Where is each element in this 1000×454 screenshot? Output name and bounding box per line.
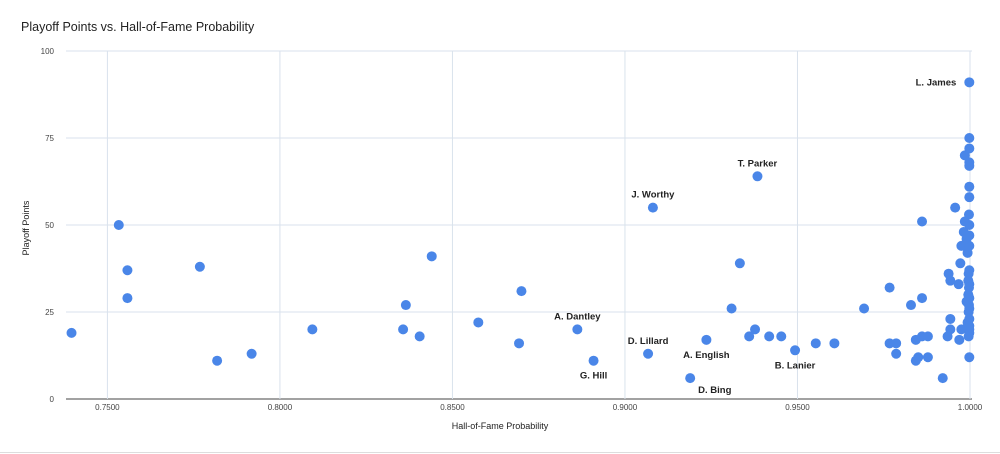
data-points bbox=[66, 77, 975, 384]
point-annotation: D. Lillard bbox=[628, 336, 669, 347]
data-point bbox=[414, 331, 425, 342]
data-point bbox=[750, 324, 761, 335]
point-annotations: L. James T. Parker J. Worthy A. Dantley D. L… bbox=[554, 77, 956, 396]
point-annotation: A. Dantley bbox=[554, 311, 601, 322]
data-point bbox=[400, 300, 411, 311]
data-point bbox=[514, 338, 525, 349]
data-point bbox=[964, 293, 975, 304]
data-point bbox=[764, 331, 775, 342]
data-point bbox=[964, 303, 975, 314]
point-annotation: J. Worthy bbox=[631, 190, 675, 201]
y-tick-label: 25 bbox=[45, 308, 54, 317]
data-point bbox=[685, 373, 696, 384]
point-annotation: A. English bbox=[683, 350, 730, 361]
data-point bbox=[884, 282, 895, 293]
x-tick-label: 0.7500 bbox=[95, 403, 120, 412]
data-point bbox=[964, 279, 975, 290]
data-point bbox=[307, 324, 318, 335]
data-point bbox=[937, 373, 948, 384]
data-point bbox=[246, 348, 257, 359]
chart-title: Playoff Points vs. Hall-of-Fame Probabil… bbox=[21, 20, 255, 34]
x-axis-label: Hall-of-Fame Probability bbox=[451, 421, 549, 431]
data-point bbox=[917, 216, 928, 227]
x-tick-label: 0.8500 bbox=[440, 403, 465, 412]
point-annotation: G. Hill bbox=[580, 371, 607, 382]
y-tick-label: 50 bbox=[45, 221, 54, 230]
data-point bbox=[891, 348, 902, 359]
point-annotation: T. Parker bbox=[738, 158, 778, 169]
data-point bbox=[917, 293, 928, 304]
data-point bbox=[572, 324, 583, 335]
data-point bbox=[905, 300, 916, 311]
y-tick-label: 100 bbox=[41, 47, 55, 56]
data-point bbox=[113, 220, 124, 230]
data-point bbox=[964, 220, 975, 230]
data-point bbox=[964, 313, 975, 324]
data-point bbox=[734, 258, 745, 269]
data-point bbox=[956, 240, 967, 251]
point-annotation: L. James bbox=[916, 77, 957, 88]
data-point bbox=[954, 334, 965, 345]
data-point bbox=[945, 275, 956, 286]
data-point bbox=[891, 338, 902, 349]
data-point bbox=[66, 327, 77, 338]
data-point bbox=[964, 181, 975, 192]
data-point bbox=[922, 352, 933, 363]
data-point bbox=[194, 261, 205, 272]
data-point bbox=[953, 279, 964, 290]
data-point bbox=[964, 265, 975, 276]
data-point bbox=[122, 265, 133, 276]
data-point bbox=[964, 327, 975, 338]
y-tick-label: 75 bbox=[45, 134, 54, 143]
data-point bbox=[810, 338, 821, 349]
y-axis-label: Playoff Points bbox=[21, 200, 31, 256]
data-point bbox=[752, 171, 763, 182]
data-point bbox=[744, 331, 755, 342]
data-point bbox=[964, 143, 975, 154]
data-point bbox=[964, 192, 975, 203]
data-point bbox=[398, 324, 409, 335]
x-tick-label: 0.9500 bbox=[785, 403, 810, 412]
axis-ticks: 0 25 50 75 100 0.7500 0.8000 0.8500 0.9000 0.9500… bbox=[41, 47, 983, 412]
data-point bbox=[643, 348, 654, 359]
data-point bbox=[859, 303, 870, 314]
data-point bbox=[588, 355, 599, 366]
data-point bbox=[964, 160, 975, 171]
data-point bbox=[790, 345, 801, 356]
data-point bbox=[516, 286, 527, 297]
data-point bbox=[956, 324, 967, 335]
x-tick-label: 1.0000 bbox=[958, 403, 983, 412]
data-point bbox=[945, 324, 956, 335]
data-point bbox=[726, 303, 737, 314]
point-annotation: D. Bing bbox=[698, 385, 731, 396]
data-point bbox=[964, 77, 975, 88]
data-point bbox=[945, 313, 956, 324]
data-point bbox=[426, 251, 437, 262]
bottom-divider bbox=[0, 452, 1000, 453]
data-point bbox=[122, 293, 133, 304]
data-point bbox=[701, 334, 712, 345]
data-point bbox=[964, 133, 975, 143]
data-point bbox=[913, 352, 924, 363]
x-tick-label: 0.8000 bbox=[268, 403, 293, 412]
data-point bbox=[955, 258, 966, 269]
data-point bbox=[964, 240, 975, 251]
data-point bbox=[950, 202, 961, 213]
data-point bbox=[964, 352, 975, 363]
x-tick-label: 0.9000 bbox=[613, 403, 638, 412]
data-point bbox=[964, 230, 975, 241]
data-point bbox=[776, 331, 787, 342]
data-point bbox=[963, 209, 974, 220]
data-point bbox=[829, 338, 840, 349]
y-tick-label: 0 bbox=[50, 395, 55, 404]
data-point bbox=[473, 317, 484, 328]
data-point bbox=[647, 202, 658, 213]
data-point bbox=[922, 331, 933, 342]
data-point bbox=[212, 355, 223, 366]
point-annotation: B. Lanier bbox=[775, 360, 816, 371]
